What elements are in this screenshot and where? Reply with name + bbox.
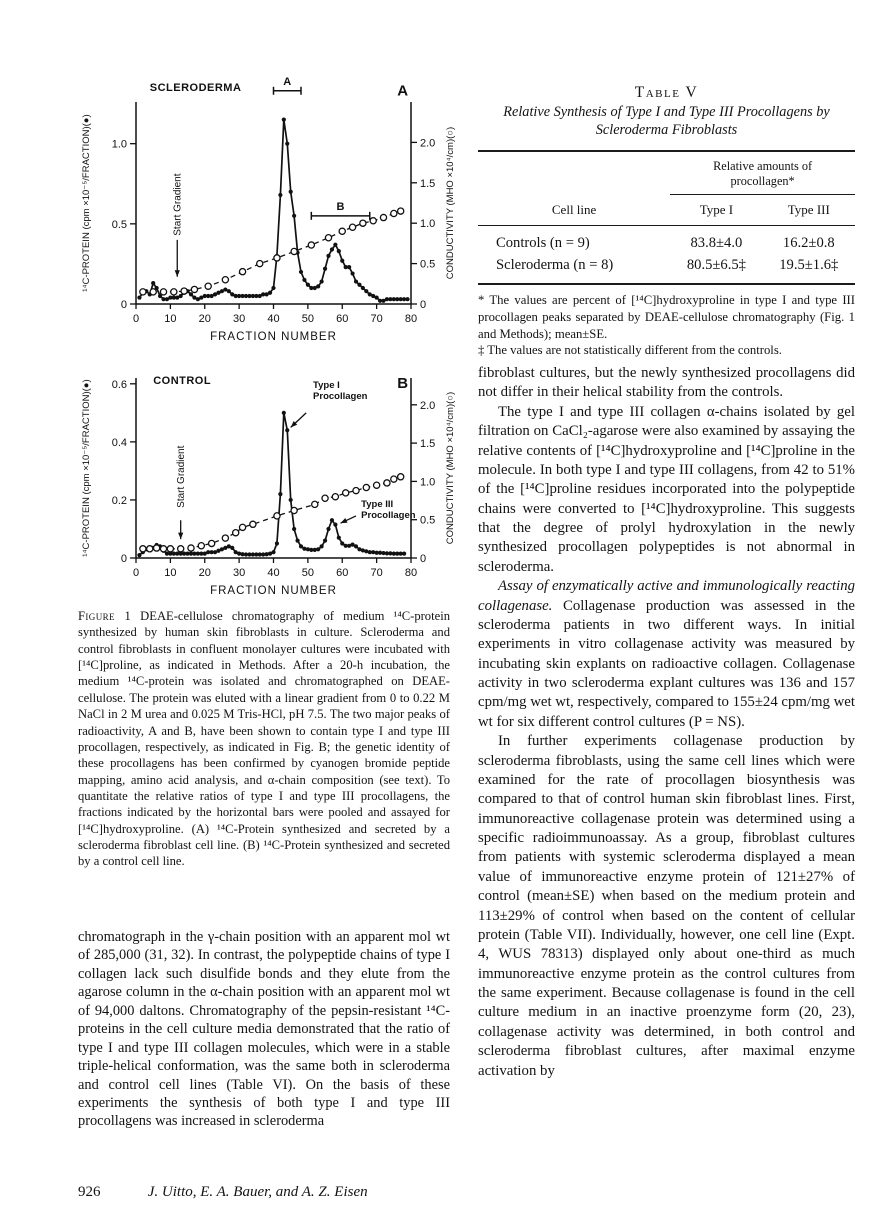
- type-i-value: 80.5±6.5‡: [686, 257, 746, 274]
- svg-text:B: B: [397, 375, 408, 392]
- svg-text:SCLERODERMA: SCLERODERMA: [150, 82, 242, 94]
- svg-text:1.5: 1.5: [420, 438, 435, 450]
- table-footnote-asterisk: * The values are percent of [¹⁴C]hydroxy…: [478, 293, 855, 341]
- svg-text:1.0: 1.0: [420, 218, 435, 230]
- chart-canvas: 0 10 20 30 40 50 60 70 8000.51.000.51.01.52.0FRA…: [81, 76, 456, 343]
- svg-text:0.2: 0.2: [112, 495, 127, 507]
- svg-text:10: 10: [164, 567, 176, 579]
- svg-text:0.5: 0.5: [420, 259, 435, 271]
- page-footer: 926 J. Uitto, E. A. Bauer, and A. Z. Eis…: [78, 1184, 678, 1201]
- svg-text:0: 0: [133, 567, 139, 579]
- type-i-value: 83.8±4.0: [690, 235, 743, 252]
- svg-text:0: 0: [121, 299, 127, 311]
- right-column-text: fibroblast cultures, but the newly synth…: [478, 364, 855, 1081]
- table-footnote-dagger: ‡ The values are not statistically diffe…: [478, 343, 782, 358]
- paragraph: In further experiments collagenase produ…: [478, 733, 855, 1079]
- svg-text:Type I: Type I: [313, 380, 340, 391]
- column-header-cell-line: Cell line: [478, 194, 671, 227]
- table-row: Scleroderma (n = 8) 80.5±6.5‡ 19.5±1.6‡: [478, 254, 855, 284]
- table-subtitle: Relative Synthesis of Type I and Type II…: [503, 104, 830, 138]
- svg-text:70: 70: [371, 567, 383, 579]
- cell-line-value: Scleroderma (n = 8): [496, 257, 614, 274]
- svg-text:80: 80: [405, 567, 417, 579]
- figure1-panel-a-chromatogram: 0 10 20 30 40 50 60 70 80 0 0.5 1.0 0 0.5 1.0 1.5 2.0 FRA…: [72, 66, 457, 350]
- svg-text:0.4: 0.4: [112, 437, 127, 449]
- svg-text:Start Gradient: Start Gradient: [176, 445, 187, 507]
- svg-text:20: 20: [199, 567, 211, 579]
- figure1-panel-b-chromatogram: 0 10 20 30 40 50 60 70 80 0 0.2 0.4 0.6 0 0.5 1.0 1.5 2.0…: [72, 352, 457, 604]
- left-column-text: chromatograph in the γ-chain position wi…: [78, 929, 450, 1130]
- paragraph-italic-lead: Assay of enzymatically active and immuno…: [478, 578, 855, 614]
- column-header-type-i: Type I: [670, 194, 763, 227]
- paragraph: The type I and type III collagen α-chain…: [478, 403, 855, 575]
- type-iii-value: 19.5±1.6‡: [779, 257, 839, 274]
- svg-text:FRACTION NUMBER: FRACTION NUMBER: [210, 585, 337, 597]
- type-iii-value: 16.2±0.8: [782, 235, 835, 252]
- svg-text:Type III: Type III: [361, 499, 393, 510]
- svg-text:CONDUCTIVITY (MHO ×10⁴/cm)(○): CONDUCTIVITY (MHO ×10⁴/cm)(○): [445, 127, 456, 279]
- svg-text:1.5: 1.5: [420, 178, 435, 190]
- svg-text:20: 20: [199, 313, 211, 325]
- svg-text:10: 10: [164, 313, 176, 325]
- table-group-header: Relative amounts of procollagen*: [670, 150, 855, 196]
- paragraph: Assay of enzymatically active and immuno…: [478, 578, 855, 730]
- svg-text:A: A: [397, 83, 408, 100]
- svg-text:0: 0: [121, 553, 127, 565]
- table-row: Controls (n = 9) 83.8±4.0 16.2±0.8: [478, 226, 855, 255]
- svg-text:80: 80: [405, 313, 417, 325]
- cell-line-value: Controls (n = 9): [496, 235, 590, 252]
- svg-text:Procollagen: Procollagen: [313, 391, 368, 402]
- table-title: Table V: [634, 84, 699, 101]
- paragraph: fibroblast cultures, but the newly synth…: [478, 365, 855, 401]
- svg-text:50: 50: [302, 567, 314, 579]
- table-group-header-text: Relative amounts of procollagen*: [713, 158, 813, 189]
- svg-text:40: 40: [267, 567, 279, 579]
- svg-text:0: 0: [133, 313, 139, 325]
- chart-canvas: 0 10 20 30 40 50 60 70 8000.20.40.600.51.01.52.0…: [81, 375, 456, 597]
- svg-text:2.0: 2.0: [420, 400, 435, 412]
- svg-text:FRACTION NUMBER: FRACTION NUMBER: [210, 331, 337, 343]
- page-number: 926: [78, 1184, 101, 1200]
- svg-text:30: 30: [233, 567, 245, 579]
- svg-text:70: 70: [371, 313, 383, 325]
- svg-text:1.0: 1.0: [420, 476, 435, 488]
- svg-text:Start Gradient: Start Gradient: [173, 173, 184, 235]
- svg-text:30: 30: [233, 313, 245, 325]
- svg-text:0.5: 0.5: [420, 515, 435, 527]
- svg-text:50: 50: [302, 313, 314, 325]
- running-authors: J. Uitto, E. A. Bauer, and A. Z. Eisen: [147, 1184, 368, 1200]
- svg-text:B: B: [337, 201, 345, 213]
- column-header-type-iii: Type III: [762, 194, 855, 227]
- table-v-grid: Relative amounts of procollagen* Cell li…: [478, 149, 855, 286]
- svg-text:60: 60: [336, 313, 348, 325]
- figure1-caption-label: Figure 1: [78, 609, 132, 623]
- svg-text:¹⁴C-PROTEIN (cpm ×10⁻⁵/FRACTIO: ¹⁴C-PROTEIN (cpm ×10⁻⁵/FRACTION)(●): [81, 379, 92, 556]
- svg-text:0.5: 0.5: [112, 219, 127, 231]
- figure1-caption: Figure 1 DEAE-cellulose chromatography of…: [78, 608, 450, 870]
- table-header-spacer: [478, 151, 670, 195]
- svg-text:A: A: [283, 76, 291, 88]
- svg-text:0: 0: [420, 553, 426, 565]
- svg-text:CONTROL: CONTROL: [153, 375, 211, 387]
- svg-text:¹⁴C-PROTEIN (cpm ×10⁻⁵/FRACTIO: ¹⁴C-PROTEIN (cpm ×10⁻⁵/FRACTION)(●): [81, 114, 92, 291]
- svg-text:2.0: 2.0: [420, 137, 435, 149]
- table-v: Table V Relative Synthesis of Type I and…: [478, 84, 855, 359]
- figure1-caption-text: DEAE-cellulose chromatography of medium …: [78, 609, 450, 869]
- svg-text:0.6: 0.6: [112, 379, 127, 391]
- svg-text:Procollagen: Procollagen: [361, 510, 416, 521]
- svg-text:40: 40: [267, 313, 279, 325]
- svg-text:CONDUCTIVITY (MHO ×10⁴/cm)(○): CONDUCTIVITY (MHO ×10⁴/cm)(○): [445, 392, 456, 544]
- svg-text:0: 0: [420, 299, 426, 311]
- svg-text:1.0: 1.0: [112, 139, 127, 151]
- svg-text:60: 60: [336, 567, 348, 579]
